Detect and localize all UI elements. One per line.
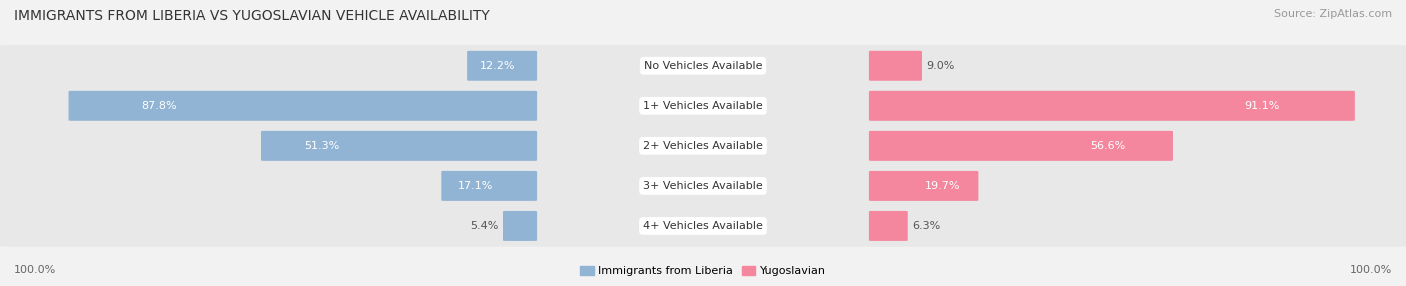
Text: 9.0%: 9.0% bbox=[927, 61, 955, 71]
FancyBboxPatch shape bbox=[503, 211, 537, 241]
Text: 51.3%: 51.3% bbox=[304, 141, 340, 151]
FancyBboxPatch shape bbox=[467, 51, 537, 81]
FancyBboxPatch shape bbox=[869, 91, 1355, 121]
Text: 5.4%: 5.4% bbox=[471, 221, 499, 231]
FancyBboxPatch shape bbox=[69, 91, 537, 121]
FancyBboxPatch shape bbox=[869, 51, 922, 81]
Text: 2+ Vehicles Available: 2+ Vehicles Available bbox=[643, 141, 763, 151]
FancyBboxPatch shape bbox=[441, 171, 537, 201]
FancyBboxPatch shape bbox=[869, 211, 908, 241]
FancyBboxPatch shape bbox=[0, 165, 1406, 206]
FancyBboxPatch shape bbox=[869, 171, 979, 201]
Text: 91.1%: 91.1% bbox=[1244, 101, 1279, 111]
Text: 4+ Vehicles Available: 4+ Vehicles Available bbox=[643, 221, 763, 231]
Text: 56.6%: 56.6% bbox=[1090, 141, 1125, 151]
Text: 87.8%: 87.8% bbox=[141, 101, 176, 111]
FancyBboxPatch shape bbox=[0, 125, 1406, 166]
Text: 12.2%: 12.2% bbox=[479, 61, 515, 71]
Text: Source: ZipAtlas.com: Source: ZipAtlas.com bbox=[1274, 9, 1392, 19]
FancyBboxPatch shape bbox=[869, 131, 1173, 161]
Text: 100.0%: 100.0% bbox=[1350, 265, 1392, 275]
Text: 100.0%: 100.0% bbox=[14, 265, 56, 275]
Text: 19.7%: 19.7% bbox=[925, 181, 960, 191]
Text: 3+ Vehicles Available: 3+ Vehicles Available bbox=[643, 181, 763, 191]
Text: No Vehicles Available: No Vehicles Available bbox=[644, 61, 762, 71]
Text: 17.1%: 17.1% bbox=[457, 181, 494, 191]
FancyBboxPatch shape bbox=[0, 45, 1406, 86]
Text: 6.3%: 6.3% bbox=[912, 221, 941, 231]
FancyBboxPatch shape bbox=[262, 131, 537, 161]
FancyBboxPatch shape bbox=[0, 85, 1406, 126]
Text: 1+ Vehicles Available: 1+ Vehicles Available bbox=[643, 101, 763, 111]
Legend: Immigrants from Liberia, Yugoslavian: Immigrants from Liberia, Yugoslavian bbox=[576, 261, 830, 281]
Text: IMMIGRANTS FROM LIBERIA VS YUGOSLAVIAN VEHICLE AVAILABILITY: IMMIGRANTS FROM LIBERIA VS YUGOSLAVIAN V… bbox=[14, 9, 489, 23]
FancyBboxPatch shape bbox=[0, 205, 1406, 247]
